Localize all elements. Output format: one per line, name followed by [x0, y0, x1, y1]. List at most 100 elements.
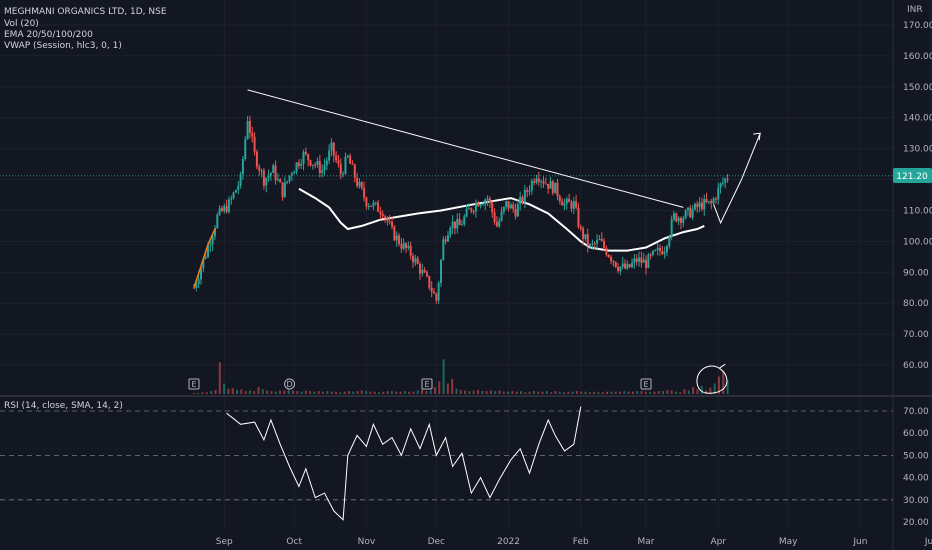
time-tick-label: Jul [924, 537, 932, 547]
candle-body [293, 171, 296, 174]
candle-body [453, 221, 456, 229]
candle-body [295, 162, 298, 172]
candle-body [572, 201, 575, 209]
candle-body [621, 263, 624, 267]
rsi-tick-label: 50.00 [903, 451, 929, 461]
volume-bar [571, 391, 574, 394]
rsi-legend[interactable]: RSI (14, close, SMA, 14, 2) [4, 401, 123, 411]
candle-body [703, 198, 706, 210]
volume-bar [334, 391, 337, 394]
volume-bar [300, 391, 303, 394]
candle-body [582, 228, 585, 240]
candle-body [248, 120, 251, 133]
candle-body [407, 245, 410, 249]
rsi-axis[interactable]: 70.00 60.00 50.00 40.00 30.00 20.00 [903, 407, 929, 528]
arrow-drawing[interactable] [713, 133, 761, 225]
volume-bar [657, 391, 660, 394]
event-marker-label: E [643, 380, 648, 389]
candle-body [437, 282, 440, 301]
time-tick-label: Dec [428, 537, 445, 547]
candle-body [649, 254, 652, 256]
candle-body [556, 182, 559, 197]
time-axis[interactable]: Sep Oct Nov Dec 2022 Feb Mar Apr May Jun Jul [216, 537, 932, 547]
volume-bar [687, 390, 690, 394]
candle-body [693, 203, 696, 210]
legend-vol[interactable]: Vol (20) [4, 19, 39, 29]
volume-bar [433, 387, 436, 394]
volume-bar [390, 391, 393, 394]
candle-body [225, 205, 228, 212]
volume-bar [494, 391, 497, 394]
candle-body [269, 172, 272, 176]
candle-body [430, 287, 433, 292]
volume-bar [511, 391, 514, 394]
ema-20-line [193, 228, 216, 288]
candle-body [565, 198, 568, 204]
volume-bar [425, 391, 428, 394]
volume-bar [537, 391, 540, 394]
volume-bar [360, 390, 363, 394]
candle-body [288, 175, 291, 182]
grid [0, 0, 931, 530]
candle-body [281, 182, 284, 198]
volume-bar [507, 391, 510, 394]
volume-bar [722, 370, 725, 394]
candle-body [412, 255, 415, 263]
candle-body [456, 219, 459, 229]
legend-title[interactable]: MEGHMANI ORGANICS LTD, 1D, NSE [4, 7, 167, 17]
candle-body [211, 236, 214, 245]
candle-body [628, 264, 631, 268]
candle-body [353, 164, 356, 178]
candle-body [446, 235, 449, 242]
candle-body [589, 244, 592, 246]
candle-body [209, 244, 212, 246]
rsi-tick-label: 20.00 [903, 518, 929, 528]
candle-body [290, 173, 293, 176]
volume-bar [528, 391, 531, 394]
volume-bar [713, 383, 716, 394]
candle-body [370, 205, 373, 207]
volume-bar [515, 391, 518, 394]
candle-body [654, 250, 657, 252]
time-tick-label: Jun [852, 537, 867, 547]
candle-body [493, 212, 496, 222]
volume-bar [197, 392, 200, 394]
trendline-drawing[interactable] [247, 89, 684, 208]
volume-bar [279, 390, 282, 394]
volume-circle-drawing[interactable] [696, 363, 728, 394]
price-tick-label: 130.00 [903, 145, 932, 155]
earnings-marker [188, 378, 200, 390]
volume-bar [726, 380, 729, 394]
legend-ema[interactable]: EMA 20/50/100/200 [4, 30, 93, 40]
candle-body [400, 244, 403, 249]
legend-vwap[interactable]: VWAP (Session, hlc3, 0, 1) [4, 41, 122, 51]
candle-body [570, 202, 573, 209]
volume-bar [403, 391, 406, 394]
volume-bar [283, 390, 286, 394]
candle-body [696, 203, 699, 208]
candle-body [414, 258, 417, 263]
volume-bars [193, 359, 729, 394]
volume-bar [649, 391, 652, 394]
volume-bar [382, 391, 385, 394]
candle-body [540, 181, 543, 183]
candle-body [302, 151, 305, 164]
candle-body [479, 204, 482, 207]
volume-bar [468, 391, 471, 394]
candle-body [439, 260, 442, 283]
candle-body [605, 247, 608, 255]
volume-bar [550, 392, 553, 394]
candle-body [551, 181, 554, 194]
candle-body [337, 160, 340, 165]
candle-body [372, 202, 375, 207]
candle-body [712, 198, 715, 204]
candle-body [391, 221, 394, 227]
time-tick-label: Sep [216, 537, 233, 547]
last-price-badge [893, 168, 932, 183]
candle-body [339, 164, 342, 175]
candle-body [514, 208, 517, 217]
volume-bar [223, 383, 226, 394]
candle-body [530, 180, 533, 191]
